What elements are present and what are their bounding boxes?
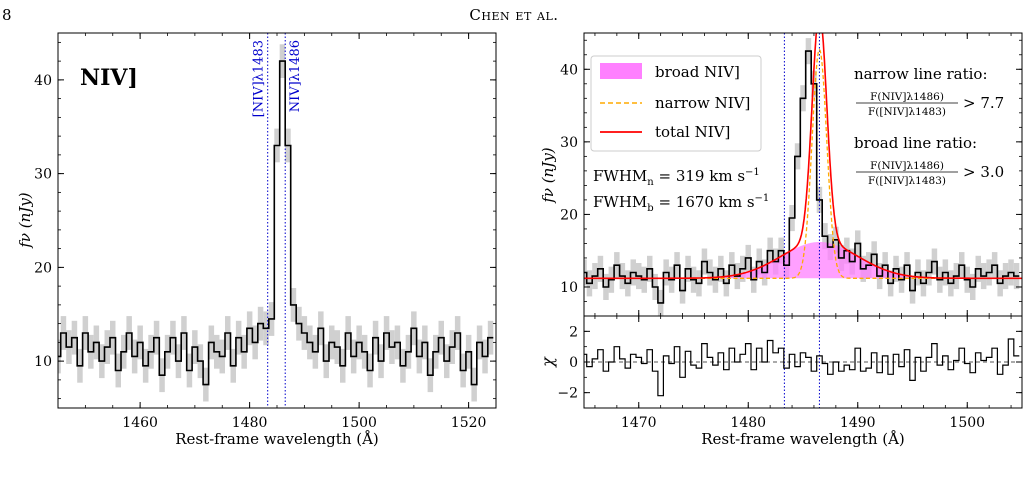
narrow-ratio-value: > 7.7 xyxy=(963,94,1004,112)
left-ytick-label: 10 xyxy=(34,354,52,370)
narrow-ratio-heading: narrow line ratio: xyxy=(854,65,988,83)
left-xtick-label: 1480 xyxy=(232,415,268,431)
total-model-curve xyxy=(584,33,1022,280)
broad-ratio-value: > 3.0 xyxy=(963,163,1004,181)
legend-swatch-broad xyxy=(600,63,642,79)
legend-label-total: total NIV] xyxy=(655,123,730,141)
left-ytick-label: 30 xyxy=(34,167,52,183)
legend: broad NIV] narrow NIV] total NIV] xyxy=(590,55,762,152)
page-number: 8 xyxy=(2,6,12,24)
residual-ylabel: χ xyxy=(538,356,557,368)
left-panel: 1460 1480 1500 1520 10 20 30 40 NIV] [NIV]λ1483… xyxy=(16,32,497,448)
residual-step-line xyxy=(584,338,1020,397)
broad-ratio-numerator: F(NIV]λ1486) xyxy=(870,160,944,172)
fwhm-narrow: FWHMn = 319 km s−1 xyxy=(593,167,760,188)
right-ylabel: fν (nJy) xyxy=(539,147,557,203)
right-bottom-xtick-label: 1480 xyxy=(730,415,766,431)
right-spectrum-step xyxy=(584,50,1020,304)
left-ylabel: fν (nJy) xyxy=(16,192,34,248)
right-top-ytick-label: 10 xyxy=(560,280,578,296)
right-top-ytick-label: 40 xyxy=(560,62,578,78)
left-xlabel: Rest-frame wavelength (Å) xyxy=(175,430,379,448)
page-header: 8 Chen et al. xyxy=(0,0,1028,24)
legend-box xyxy=(590,55,762,152)
left-spectrum-step xyxy=(58,60,494,386)
right-top-ytick-label: 30 xyxy=(560,135,578,151)
left-inset-label: NIV] xyxy=(80,65,138,91)
left-ticks: 1460 1480 1500 1520 10 20 30 40 xyxy=(34,33,497,431)
left-xtick-label: 1500 xyxy=(341,415,377,431)
legend-label-broad: broad NIV] xyxy=(655,63,740,81)
right-bottom-ytick-label: −2 xyxy=(557,386,578,402)
left-spectrum xyxy=(58,60,494,386)
right-bottom-xtick-label: 1470 xyxy=(621,415,657,431)
fwhm-broad: FWHMb = 1670 km s−1 xyxy=(593,193,769,214)
right-bottom-panel: 1470 1480 1490 1500 −2 0 2 Rest-frame waveleng… xyxy=(538,315,1023,448)
right-line-markers xyxy=(783,33,820,316)
left-ytick-label: 20 xyxy=(34,260,52,276)
running-head: Chen et al. xyxy=(469,6,559,24)
left-xtick-label: 1460 xyxy=(122,415,158,431)
narrow-ratio-denominator: F([NIV]λ1483) xyxy=(868,106,946,118)
right-bottom-ytick-label: 2 xyxy=(569,324,578,340)
right-bottom-xtick-label: 1490 xyxy=(840,415,876,431)
right-spectrum xyxy=(584,50,1020,304)
left-marker-label-1483: [NIV]λ1483 xyxy=(252,40,267,117)
right-top-panel: 10 20 30 40 broad NIV] narrow NIV] total NI… xyxy=(539,32,1023,317)
residual-steps xyxy=(584,338,1020,397)
right-bottom-xtick-label: 1500 xyxy=(949,415,985,431)
left-line-markers xyxy=(267,33,286,408)
model-curves xyxy=(584,33,1022,280)
right-top-ytick-label: 20 xyxy=(560,207,578,223)
left-xtick-label: 1520 xyxy=(451,415,487,431)
broad-ratio-denominator: F([NIV]λ1483) xyxy=(868,175,946,187)
right-bottom-ytick-label: 0 xyxy=(569,355,578,371)
right-xlabel: Rest-frame wavelength (Å) xyxy=(701,430,905,448)
narrow-ratio-numerator: F(NIV]λ1486) xyxy=(870,91,944,103)
left-ytick-label: 40 xyxy=(34,73,52,89)
right-bottom-ticks: 1470 1480 1490 1500 −2 0 2 xyxy=(557,315,1022,431)
left-marker-label-1486: NIV]λ1486 xyxy=(288,40,303,112)
broad-ratio-heading: broad line ratio: xyxy=(854,134,977,152)
legend-label-narrow: narrow NIV] xyxy=(655,94,750,112)
